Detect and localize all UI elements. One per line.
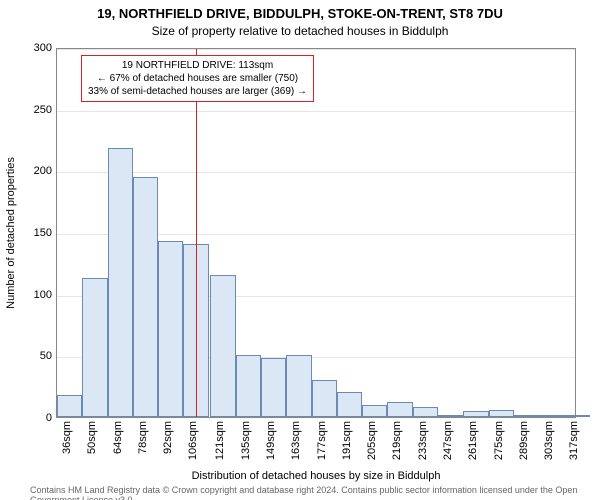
attribution-text: Contains HM Land Registry data © Crown c… — [30, 486, 600, 500]
annotation-line: 19 NORTHFIELD DRIVE: 113sqm — [88, 59, 307, 72]
x-tick-label: 135sqm — [240, 421, 252, 460]
histogram-bar — [362, 405, 387, 417]
x-tick-label: 64sqm — [112, 421, 124, 454]
y-gridline — [57, 172, 575, 173]
histogram-bar — [463, 411, 488, 417]
x-tick-label: 106sqm — [187, 421, 199, 460]
histogram-bar — [108, 148, 133, 417]
x-tick-label: 177sqm — [316, 421, 328, 460]
histogram-bar — [337, 392, 362, 417]
x-tick-label: 219sqm — [391, 421, 403, 460]
y-tick-label: 200 — [12, 165, 52, 177]
y-tick-label: 0 — [12, 412, 52, 424]
x-axis-label: Distribution of detached houses by size … — [56, 470, 576, 482]
histogram-plot: 19 NORTHFIELD DRIVE: 113sqm← 67% of deta… — [56, 48, 576, 418]
histogram-bar — [387, 402, 412, 417]
annotation-line: ← 67% of detached houses are smaller (75… — [88, 72, 307, 85]
x-tick-label: 191sqm — [341, 421, 353, 460]
x-tick-label: 289sqm — [518, 421, 530, 460]
histogram-bar — [539, 415, 564, 417]
y-tick-label: 300 — [12, 42, 52, 54]
annotation-line: 33% of semi-detached houses are larger (… — [88, 85, 307, 98]
x-tick-label: 36sqm — [61, 421, 73, 454]
histogram-bar — [261, 358, 286, 417]
y-tick-label: 50 — [12, 350, 52, 362]
histogram-bar — [514, 415, 539, 417]
histogram-bar — [210, 275, 235, 417]
x-tick-label: 303sqm — [543, 421, 555, 460]
histogram-bar — [489, 410, 514, 417]
x-tick-label: 275sqm — [493, 421, 505, 460]
histogram-bar — [438, 415, 463, 417]
histogram-bar — [236, 355, 261, 417]
histogram-bar — [286, 355, 311, 417]
y-tick-label: 100 — [12, 289, 52, 301]
x-tick-label: 78sqm — [137, 421, 149, 454]
x-tick-label: 205sqm — [366, 421, 378, 460]
x-tick-label: 92sqm — [162, 421, 174, 454]
histogram-bar — [82, 278, 107, 417]
histogram-bar — [413, 407, 438, 417]
annotation-box: 19 NORTHFIELD DRIVE: 113sqm← 67% of deta… — [81, 55, 314, 102]
x-tick-label: 163sqm — [290, 421, 302, 460]
histogram-bar — [564, 415, 589, 417]
x-tick-label: 50sqm — [86, 421, 98, 454]
x-tick-label: 317sqm — [568, 421, 580, 460]
x-tick-label: 261sqm — [467, 421, 479, 460]
y-tick-label: 150 — [12, 227, 52, 239]
y-gridline — [57, 111, 575, 112]
y-gridline — [57, 49, 575, 50]
x-tick-label: 149sqm — [265, 421, 277, 460]
histogram-bar — [312, 380, 337, 417]
x-tick-label: 247sqm — [442, 421, 454, 460]
histogram-bar — [57, 395, 82, 417]
x-tick-label: 121sqm — [214, 421, 226, 460]
y-tick-label: 250 — [12, 104, 52, 116]
page-title-line1: 19, NORTHFIELD DRIVE, BIDDULPH, STOKE-ON… — [0, 6, 600, 21]
page-title-line2: Size of property relative to detached ho… — [0, 24, 600, 38]
reference-line — [196, 49, 197, 417]
histogram-bar — [158, 241, 183, 417]
x-tick-label: 233sqm — [417, 421, 429, 460]
histogram-bar — [133, 177, 158, 418]
